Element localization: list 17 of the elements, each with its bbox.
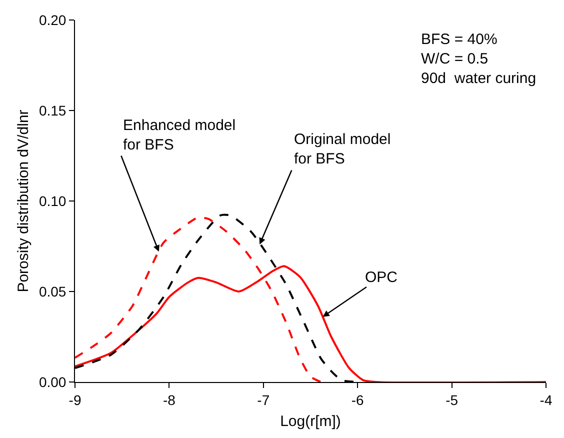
y-axis-title: Porosity distribution dV/dlnr <box>15 110 32 292</box>
y-tick-label: 0.20 <box>38 12 66 28</box>
annotation: OPC <box>365 269 398 286</box>
x-tick-label: -5 <box>446 392 458 408</box>
x-tick-label: -4 <box>540 392 552 408</box>
y-tick-label: 0.05 <box>38 283 66 300</box>
x-tick-label: -7 <box>257 392 270 408</box>
annotation: Enhanced model for BFS <box>123 117 236 154</box>
y-tick-label: 0.00 <box>38 374 66 390</box>
annotation: Original model for BFS <box>294 131 391 168</box>
annotation: BFS = 40% W/C = 0.5 90d water curing <box>421 31 536 87</box>
x-tick-label: -9 <box>68 392 82 408</box>
x-axis-title: Log(r[m]) <box>280 412 341 430</box>
y-tick-label: 0.10 <box>38 192 66 209</box>
y-tick-label: 0.15 <box>38 102 66 118</box>
x-tick-label: -6 <box>351 392 364 408</box>
x-tick-label: -8 <box>162 392 176 408</box>
